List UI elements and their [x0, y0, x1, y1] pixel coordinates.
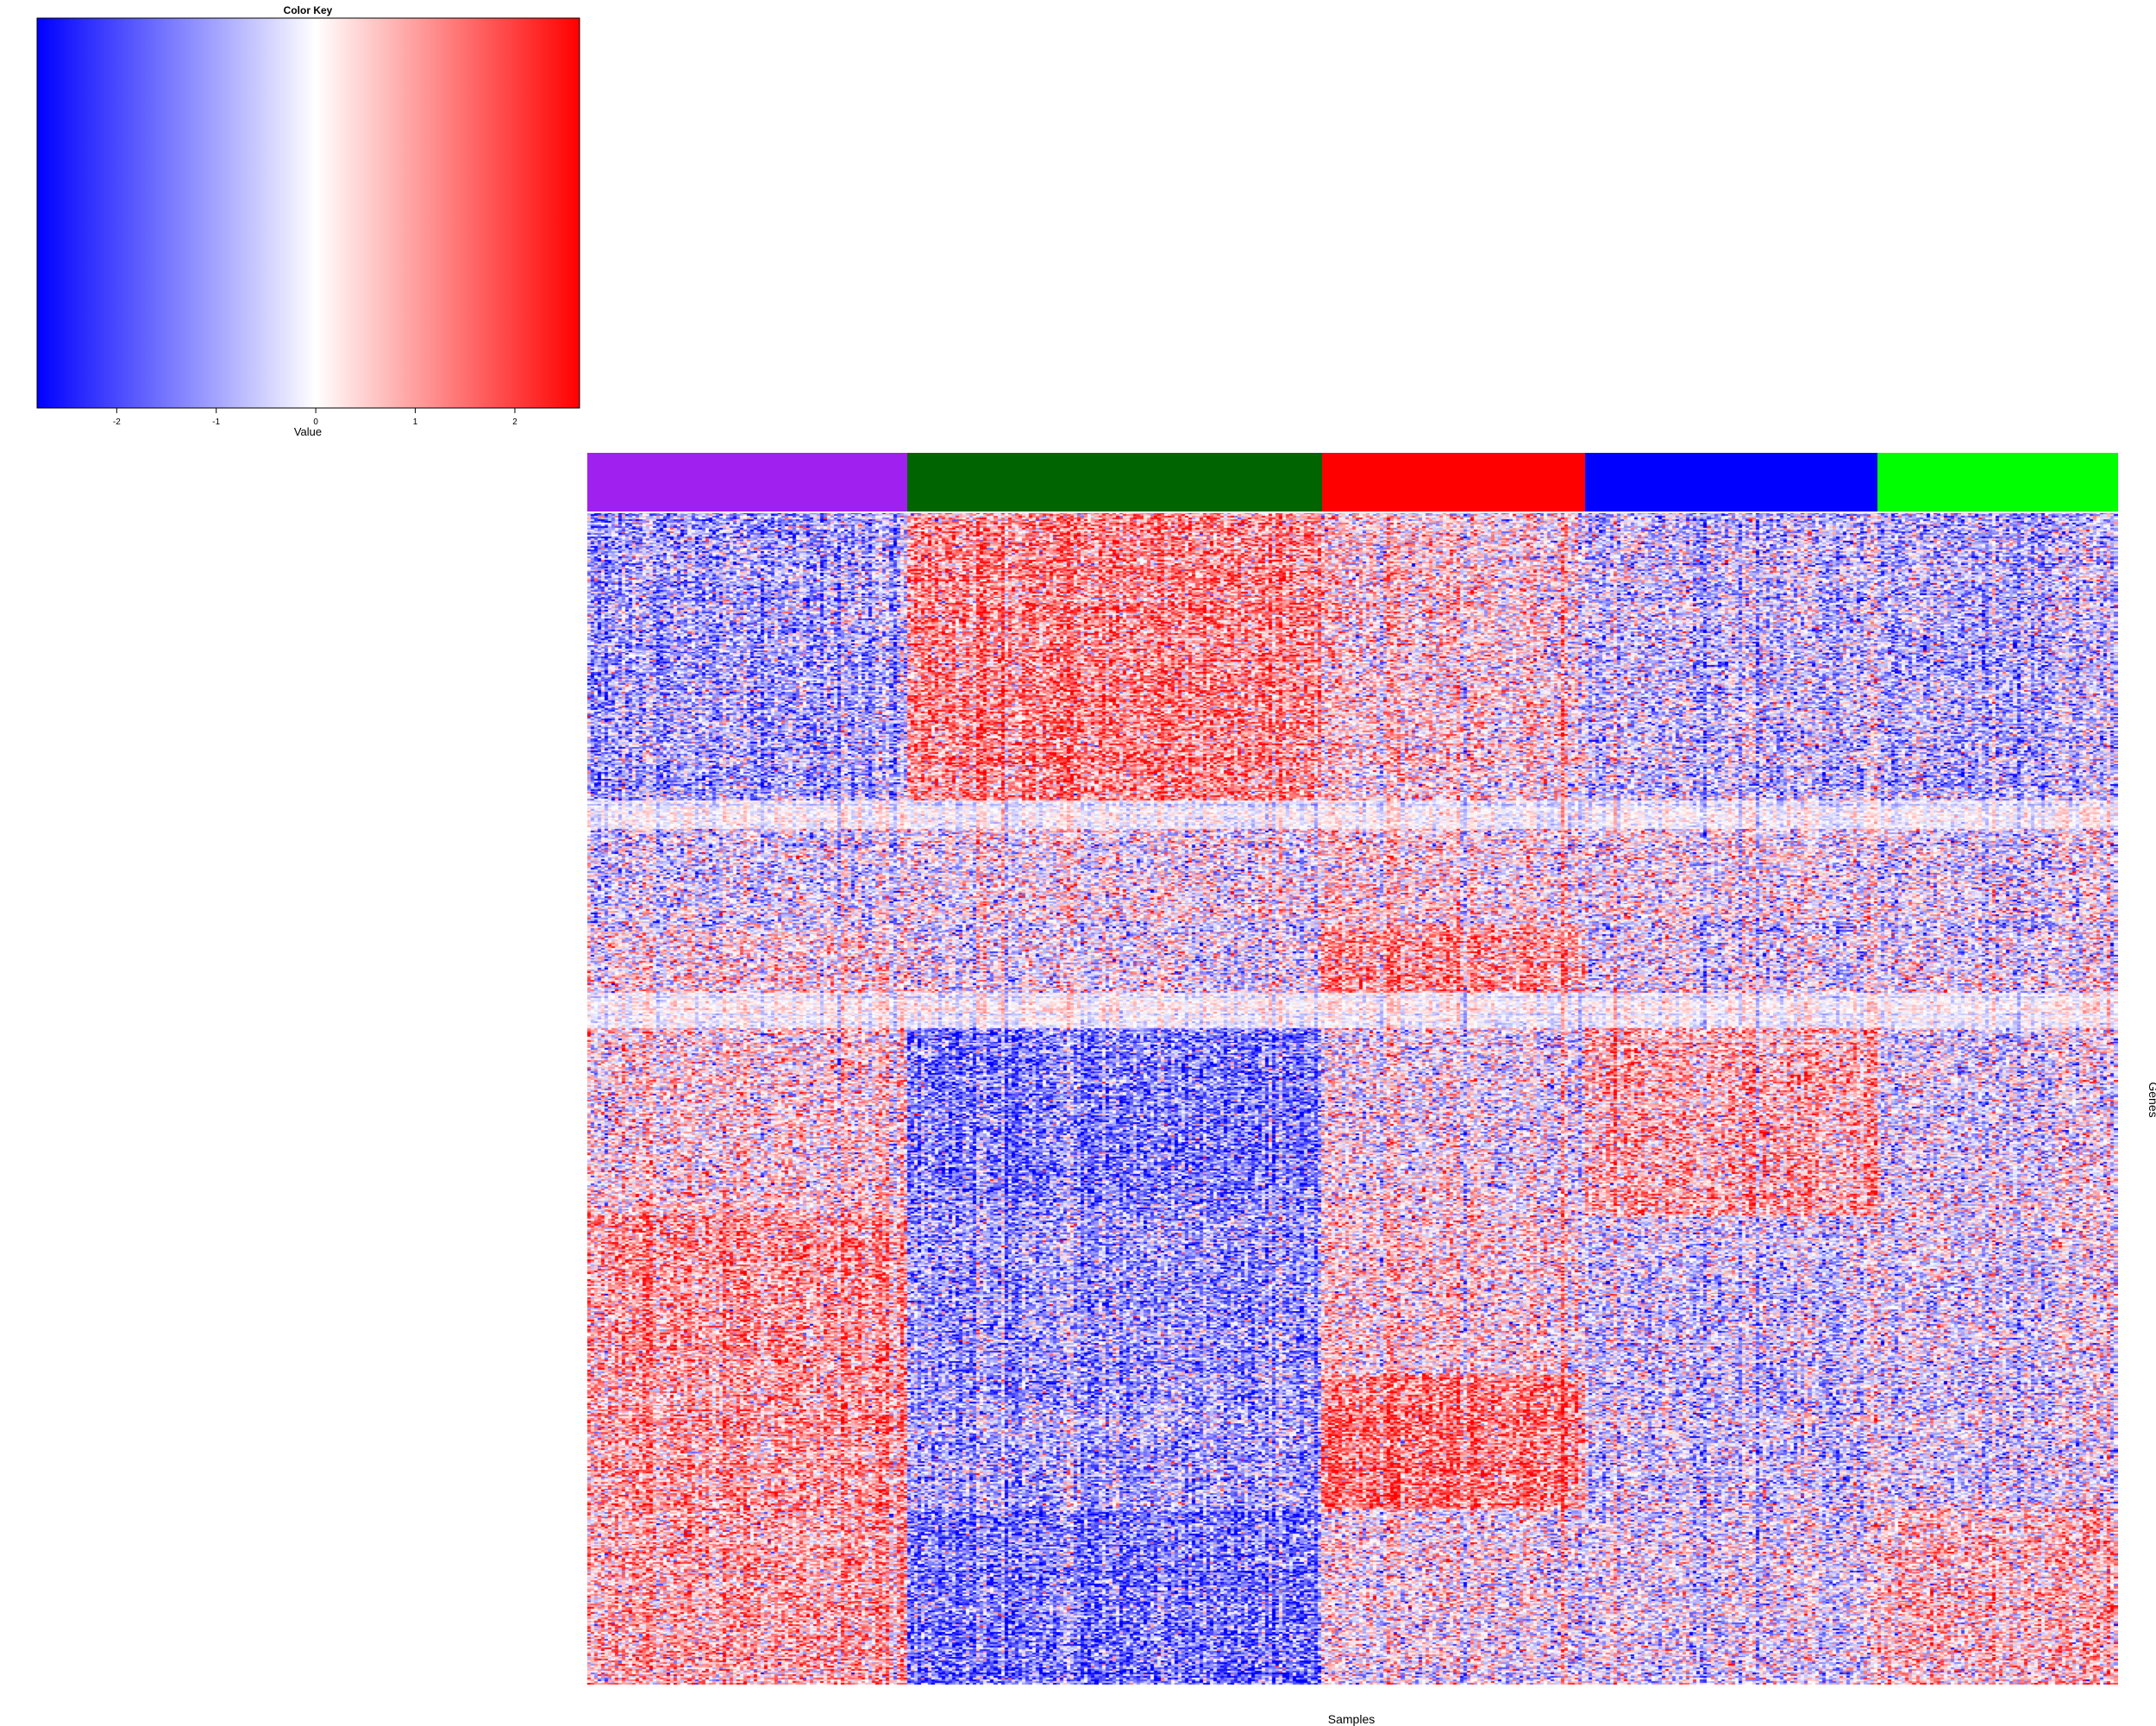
x-axis-label: Samples	[1327, 1712, 1376, 1726]
color-key-ticks: -2 -1 0 1 2	[113, 408, 517, 427]
color-key-gradient	[36, 17, 580, 409]
y-axis-label: Genes	[2147, 1082, 2156, 1118]
column-group-segment	[1877, 453, 2118, 512]
color-key-tick-label: -2	[113, 417, 121, 427]
color-key-tick-label: 0	[313, 417, 318, 427]
color-key-tick-label: 1	[413, 417, 418, 427]
color-key-svg: Color Key -2 -1 0 1 2 Value	[36, 4, 580, 438]
column-group-color-bar	[587, 453, 2118, 512]
color-key-tick-label: 2	[512, 417, 517, 427]
column-group-segment	[1585, 453, 1877, 512]
color-key-legend: Color Key -2 -1 0 1 2 Value	[0, 0, 621, 449]
heatmap-cells	[587, 513, 2118, 1685]
color-key-tick-label: -1	[212, 417, 220, 427]
color-key-xlabel: Value	[294, 425, 322, 438]
color-key-title: Color Key	[284, 4, 333, 16]
column-group-segment	[907, 453, 1322, 512]
column-group-segment	[1322, 453, 1585, 512]
heatmap	[587, 513, 2118, 1685]
column-group-segment	[587, 453, 907, 512]
